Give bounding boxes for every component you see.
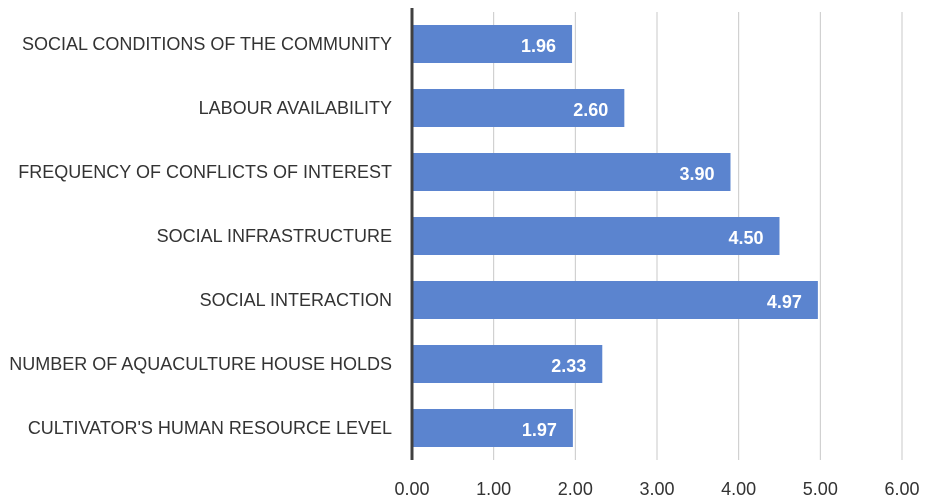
bar: [412, 217, 780, 255]
category-label: FREQUENCY OF CONFLICTS OF INTEREST: [18, 162, 392, 182]
category-label-box: SOCIAL CONDITIONS OF THE COMMUNITY: [22, 12, 392, 76]
category-label: LABOUR AVAILABILITY: [198, 98, 392, 118]
bar: [412, 345, 603, 383]
x-tick-label: 2.00: [558, 479, 593, 499]
bar: [412, 281, 818, 319]
category-label: NUMBER OF AQUACULTURE HOUSE HOLDS: [9, 354, 392, 374]
category-label-box: LABOUR AVAILABILITY: [199, 76, 392, 140]
category-label: SOCIAL INFRASTRUCTURE: [156, 226, 392, 246]
category-label-box: NUMBER OF AQUACULTURE HOUSE HOLDS: [9, 332, 392, 396]
x-tick-label: 5.00: [803, 479, 838, 499]
value-label: 3.90: [679, 164, 714, 184]
bar: [412, 89, 625, 127]
category-label-box: SOCIAL INTERACTION: [200, 268, 392, 332]
value-label: 2.33: [551, 356, 586, 376]
x-tick-label: 3.00: [639, 479, 674, 499]
x-tick-label: 1.00: [476, 479, 511, 499]
category-label-box: SOCIAL INFRASTRUCTURE: [157, 204, 392, 268]
value-label: 4.50: [728, 228, 763, 248]
category-label: SOCIAL CONDITIONS OF THE COMMUNITY: [21, 34, 392, 54]
value-label: 4.97: [767, 292, 802, 312]
category-label: SOCIAL INTERACTION: [199, 290, 392, 310]
bar: [412, 409, 573, 447]
x-tick-label: 6.00: [884, 479, 919, 499]
value-label: 2.60: [573, 100, 608, 120]
category-label: CULTIVATOR'S HUMAN RESOURCE LEVEL: [27, 418, 392, 438]
value-label: 1.97: [522, 420, 557, 440]
x-tick-label: 4.00: [721, 479, 756, 499]
x-tick-label: 0.00: [394, 479, 429, 499]
bar: [412, 25, 573, 63]
category-label-box: CULTIVATOR'S HUMAN RESOURCE LEVEL: [28, 396, 392, 460]
category-label-box: FREQUENCY OF CONFLICTS OF INTEREST: [18, 140, 392, 204]
bar: [412, 153, 731, 191]
value-label: 1.96: [521, 36, 556, 56]
